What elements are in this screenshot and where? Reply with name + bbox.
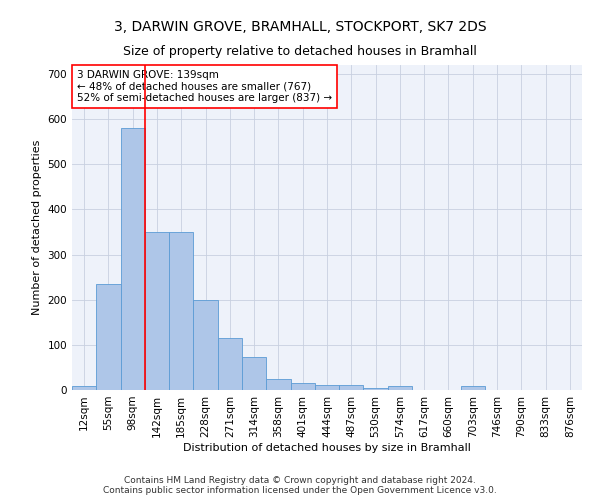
Text: Contains HM Land Registry data © Crown copyright and database right 2024.
Contai: Contains HM Land Registry data © Crown c…	[103, 476, 497, 495]
Bar	[145, 232, 169, 390]
Text: Size of property relative to detached houses in Bramhall: Size of property relative to detached ho…	[123, 45, 477, 58]
Bar	[169, 232, 193, 390]
Text: 3 DARWIN GROVE: 139sqm
← 48% of detached houses are smaller (767)
52% of semi-de: 3 DARWIN GROVE: 139sqm ← 48% of detached…	[77, 70, 332, 103]
Bar	[461, 386, 485, 390]
X-axis label: Distribution of detached houses by size in Bramhall: Distribution of detached houses by size …	[183, 442, 471, 452]
Bar	[218, 338, 242, 390]
Bar	[193, 300, 218, 390]
Bar	[290, 383, 315, 390]
Y-axis label: Number of detached properties: Number of detached properties	[32, 140, 42, 315]
Bar	[242, 357, 266, 390]
Bar	[121, 128, 145, 390]
Bar	[266, 378, 290, 390]
Bar	[364, 388, 388, 390]
Bar	[315, 386, 339, 390]
Bar	[339, 386, 364, 390]
Bar	[388, 386, 412, 390]
Text: 3, DARWIN GROVE, BRAMHALL, STOCKPORT, SK7 2DS: 3, DARWIN GROVE, BRAMHALL, STOCKPORT, SK…	[113, 20, 487, 34]
Bar	[96, 284, 121, 390]
Bar	[72, 386, 96, 390]
